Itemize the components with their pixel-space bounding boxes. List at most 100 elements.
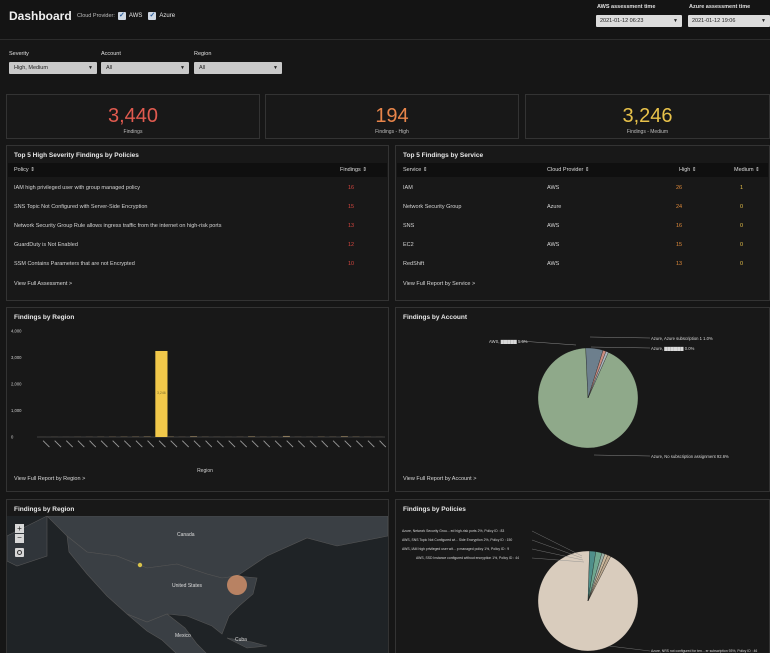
top-services-panel: Top 5 Findings by Service Service ⇕ Clou…: [395, 145, 770, 301]
x-axis-label: Region: [197, 468, 213, 474]
chevron-down-icon: ▼: [673, 18, 678, 24]
aws-time-label: AWS assessment time: [597, 4, 656, 10]
azure-time-select[interactable]: 2021-01-12 19:06 ▼: [688, 15, 770, 27]
page-title: Dashboard: [9, 9, 72, 23]
bar-mark[interactable]: [282, 435, 290, 437]
y-tick-label: 2,000: [11, 382, 22, 387]
kpi-findings-caption: Findings: [123, 129, 143, 135]
x-tick-mark: ▬▬▬: [100, 439, 109, 448]
x-tick-mark: ▬▬▬: [274, 439, 283, 448]
y-tick-label: 1,000: [11, 408, 22, 413]
service-name: Network Security Group: [403, 204, 462, 210]
x-tick-mark: ▬▬▬: [378, 439, 387, 448]
policy-name: SNS Topic Not Configured with Server-Sid…: [14, 204, 148, 210]
kpi-high-card[interactable]: 194 Findings - High: [265, 94, 519, 139]
bar-mark[interactable]: [340, 436, 348, 437]
top-policies-title: Top 5 High Severity Findings by Policies: [14, 152, 139, 159]
table-row[interactable]: IAM high privileged user with group mana…: [8, 179, 387, 198]
x-tick-mark: ▬▬▬: [309, 439, 318, 448]
kpi-medium-card[interactable]: 3,246 Findings - Medium: [525, 94, 770, 139]
table-row[interactable]: IAM AWS 26 1: [397, 179, 768, 198]
x-tick-mark: ▬▬▬: [112, 439, 121, 448]
y-tick-label: 3,000: [11, 355, 22, 360]
view-full-assessment-link[interactable]: View Full Assessment >: [14, 281, 73, 287]
x-tick-mark: ▬▬▬: [355, 439, 364, 448]
x-tick-mark: ▬▬▬: [135, 439, 144, 448]
crosshair-icon: [17, 550, 22, 555]
bar-mark[interactable]: [190, 436, 198, 437]
col-high-header[interactable]: High ⇕: [679, 167, 697, 173]
x-tick-mark: ▬▬▬: [181, 439, 190, 448]
col-medium-header[interactable]: Medium ⇕: [734, 167, 760, 173]
view-full-report-region-link[interactable]: View Full Report by Region >: [14, 476, 86, 482]
region-label: Region: [194, 51, 212, 57]
region-select[interactable]: All ▼: [194, 62, 282, 74]
col-policy-header[interactable]: Policy ⇕: [14, 167, 35, 173]
x-tick-mark: ▬▬▬: [228, 439, 237, 448]
service-medium: 0: [740, 261, 744, 267]
col-service-header[interactable]: Service ⇕: [403, 167, 428, 173]
x-tick-mark: ▬▬▬: [367, 439, 376, 448]
policy-findings: 10: [348, 261, 355, 267]
zoom-out-button[interactable]: −: [15, 534, 24, 543]
account-label: Account: [101, 51, 121, 57]
policy-findings: 15: [348, 204, 355, 210]
zoom-in-button[interactable]: +: [15, 524, 24, 533]
view-full-report-account-link[interactable]: View Full Report by Account >: [403, 476, 477, 482]
table-row[interactable]: Network Security Group Rule allows ingre…: [8, 217, 387, 236]
chevron-down-icon: ▼: [273, 65, 278, 71]
azure-checkbox[interactable]: ✓: [148, 12, 157, 20]
top-services-title: Top 5 Findings by Service: [403, 152, 484, 159]
x-tick-mark: ▬▬▬: [204, 439, 213, 448]
region-bubble-east-us[interactable]: [227, 575, 247, 595]
table-row[interactable]: Network Security Group Azure 24 0: [397, 198, 768, 217]
x-tick-mark: ▬▬▬: [65, 439, 74, 448]
view-full-report-service-link[interactable]: View Full Report by Service >: [403, 281, 476, 287]
table-row[interactable]: EC2 AWS 15 0: [397, 236, 768, 255]
policy-name: GuardDuty is Not Enabled: [14, 242, 78, 248]
table-row[interactable]: GuardDuty is Not Enabled 12: [8, 236, 387, 255]
severity-select[interactable]: High, Medium ▼: [9, 62, 97, 74]
region-bubble-west-us[interactable]: [137, 562, 143, 568]
table-row[interactable]: SSM Contains Parameters that are not Enc…: [8, 255, 387, 274]
policy-label: Azure, Network Security Grou... ed high-…: [402, 529, 504, 533]
table-row[interactable]: RedShift AWS 13 0: [397, 255, 768, 274]
policy-label: Azure, NRS not configured for ten... er …: [651, 649, 757, 653]
service-medium: 0: [740, 242, 744, 248]
x-tick-mark: ▬▬▬: [158, 439, 167, 448]
aws-time-select[interactable]: 2021-01-12 06:23 ▼: [596, 15, 682, 27]
x-tick-mark: ▬▬▬: [239, 439, 248, 448]
x-tick-mark: ▬▬▬: [216, 439, 225, 448]
policy-findings: 16: [348, 185, 355, 191]
service-provider: AWS: [547, 261, 560, 267]
azure-time-label: Azure assessment time: [689, 4, 751, 10]
severity-label: Severity: [9, 51, 29, 57]
bar-mark[interactable]: [155, 350, 168, 437]
pie-slice[interactable]: [587, 351, 609, 399]
kpi-high-caption: Findings - High: [375, 129, 409, 135]
header-bar: Dashboard Cloud Provider: ✓ AWS ✓ Azure …: [0, 0, 770, 40]
kpi-findings-value: 3,440: [107, 105, 159, 127]
account-select[interactable]: All ▼: [101, 62, 189, 74]
col-provider-header[interactable]: Cloud Provider ⇕: [547, 167, 590, 173]
kpi-findings-card[interactable]: 3,440 Findings: [6, 94, 260, 139]
x-tick-mark: ▬▬▬: [170, 439, 179, 448]
table-row[interactable]: SNS AWS 16 0: [397, 217, 768, 236]
policy-name: Network Security Group Rule allows ingre…: [14, 223, 222, 229]
aws-checkbox[interactable]: ✓: [117, 12, 126, 20]
region-map[interactable]: Canada United States Mexico Cuba: [7, 516, 388, 653]
top-policies-panel: Top 5 High Severity Findings by Policies…: [6, 145, 389, 301]
table-row[interactable]: SNS Topic Not Configured with Server-Sid…: [8, 198, 387, 217]
bar-mark[interactable]: [143, 436, 151, 437]
x-tick-mark: ▬▬▬: [320, 439, 329, 448]
kpi-medium-value: 3,246: [622, 105, 673, 127]
pie-slice[interactable]: [587, 554, 611, 602]
severity-value: High, Medium: [14, 65, 48, 71]
policy-name: SSM Contains Parameters that are not Enc…: [14, 261, 135, 267]
col-findings-header[interactable]: Findings ⇕: [340, 167, 367, 173]
locate-button[interactable]: [15, 548, 24, 557]
policies-pie-chart: Azure, Network Security Grou... ed high-…: [402, 529, 757, 653]
bar-mark[interactable]: [248, 436, 256, 437]
